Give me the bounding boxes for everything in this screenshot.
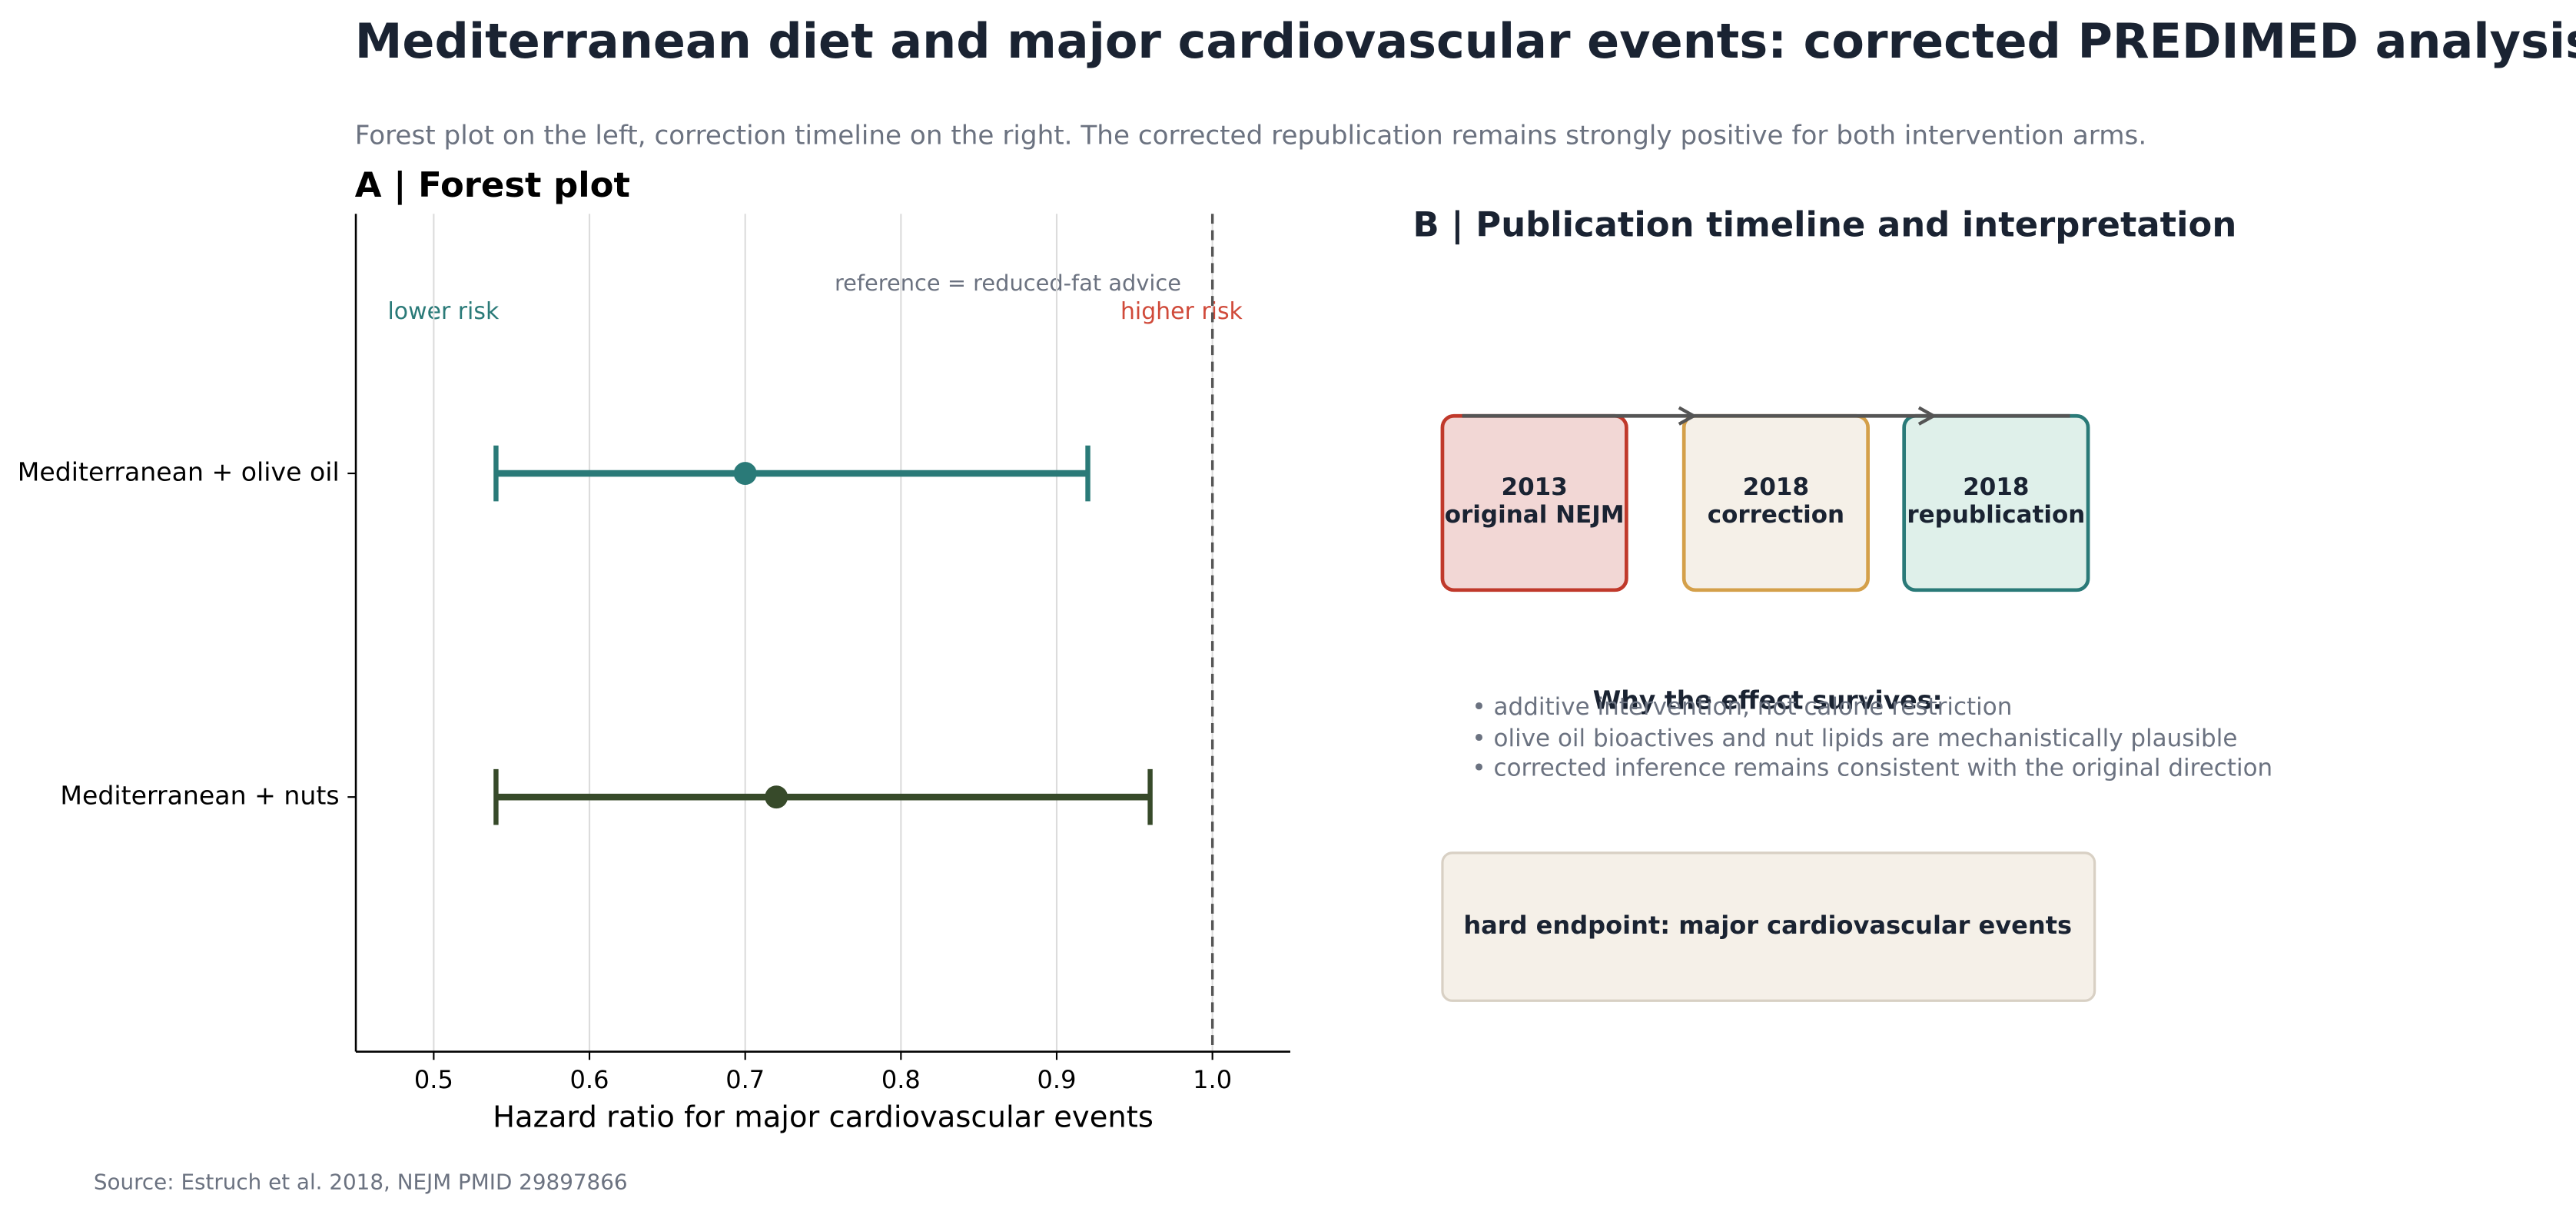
reference-label: reference = reduced-fat advice bbox=[835, 270, 1181, 296]
x-tick-label: 0.8 bbox=[881, 1065, 921, 1094]
endpoint-box bbox=[1441, 851, 2096, 1002]
timeline-label: republication bbox=[1907, 501, 2085, 529]
x-tick-label: 0.9 bbox=[1037, 1065, 1077, 1094]
arrow-head bbox=[1678, 406, 1698, 426]
lower-risk-label: lower risk bbox=[388, 298, 500, 325]
x-tick-label: 0.6 bbox=[570, 1065, 609, 1094]
x-axis-label: Hazard ratio for major cardiovascular ev… bbox=[493, 1100, 1154, 1135]
y-tick-label: Mediterranean + olive oil bbox=[18, 457, 340, 487]
panel-b-title: B | Publication timeline and interpretat… bbox=[1412, 204, 2236, 244]
timeline-year: 2013 bbox=[1502, 473, 1568, 501]
notes-title: Why the effect survives: bbox=[1593, 685, 1943, 715]
arrow-head bbox=[1917, 406, 1937, 426]
note: • olive oil bioactives and nut lipids ar… bbox=[1472, 725, 2237, 752]
note: • additive intervention, not calorie res… bbox=[1472, 693, 2012, 721]
point-estimate bbox=[765, 785, 788, 809]
x-tick-label: 0.5 bbox=[414, 1065, 453, 1094]
point-estimate bbox=[733, 462, 757, 486]
x-tick-label: 1.0 bbox=[1193, 1065, 1232, 1094]
timeline-year: 2018 bbox=[1743, 473, 1809, 501]
subtitle: Forest plot on the left, correction time… bbox=[355, 120, 2146, 151]
source: Source: Estruch et al. 2018, NEJM PMID 2… bbox=[94, 1170, 628, 1195]
higher-risk-label: higher risk bbox=[1120, 298, 1243, 325]
title: Mediterranean diet and major cardiovascu… bbox=[355, 13, 2576, 69]
panel-a-title: A | Forest plot bbox=[355, 164, 630, 205]
timeline-label: original NEJM bbox=[1445, 501, 1625, 529]
timeline-year: 2018 bbox=[1963, 473, 2029, 501]
timeline-label: correction bbox=[1708, 501, 1844, 529]
x-tick-label: 0.7 bbox=[725, 1065, 765, 1094]
endpoint-text: hard endpoint: major cardiovascular even… bbox=[1463, 911, 2072, 940]
note: • corrected inference remains consistent… bbox=[1472, 754, 2272, 782]
y-tick-label: Mediterranean + nuts bbox=[60, 781, 339, 811]
forest-plot: 0.5 0.6 0.7 0.8 0.9 1.0 Mediterranean + olive … bbox=[18, 214, 1290, 1094]
